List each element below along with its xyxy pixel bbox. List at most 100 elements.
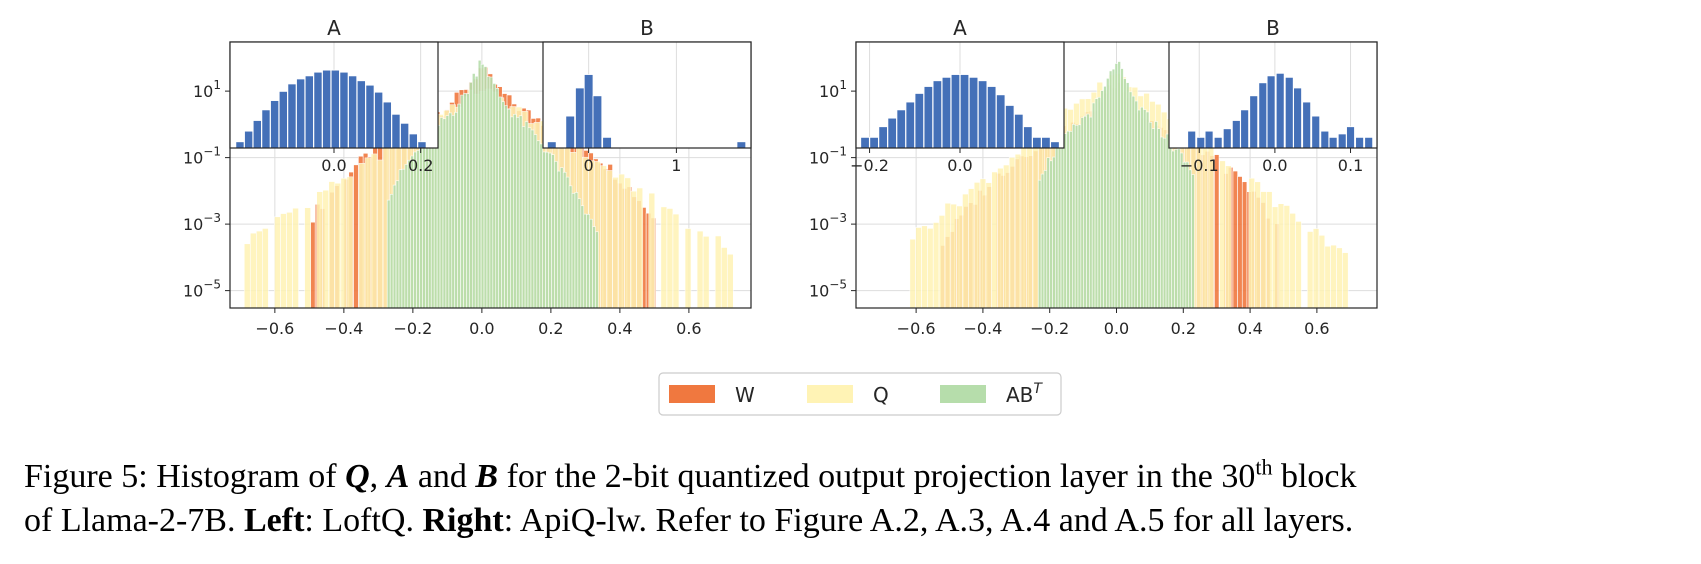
hist-bar — [577, 198, 582, 308]
series-abt — [386, 59, 599, 308]
hist-bar — [292, 207, 299, 308]
x-tick-label: 0.4 — [1237, 319, 1262, 338]
hist-bar — [592, 226, 596, 308]
caption-left-text: : LoftQ. — [304, 502, 423, 539]
inset-bar — [1187, 130, 1197, 149]
inset-x-tick-label: 1 — [671, 156, 681, 175]
hist-bar — [539, 143, 543, 308]
hist-bar — [574, 192, 579, 308]
inset-bar — [869, 136, 879, 149]
hist-bar — [463, 93, 467, 308]
figure-histograms: −0.6 −0.4 −0.2 0.0 0.2 0.4 0.610−510−310−11010… — [183, 16, 1378, 416]
hist-bar — [568, 185, 573, 308]
histogram-bars — [243, 59, 734, 308]
hist-bar — [1295, 221, 1302, 308]
legend-label-abt-sup: T — [1033, 381, 1043, 397]
inset-bar — [1355, 136, 1364, 149]
hist-bar — [442, 118, 447, 308]
hist-bar — [1046, 157, 1050, 308]
inset-bar — [977, 80, 988, 149]
hist-bar — [1083, 115, 1087, 308]
hist-bar — [1089, 116, 1093, 308]
inset-bar — [1014, 113, 1024, 149]
hist-bar — [510, 116, 514, 308]
caption-mid: for the 2-bit quantized output projectio… — [498, 458, 1256, 495]
inset-bar — [986, 86, 997, 149]
x-tick-label: 0.4 — [607, 319, 632, 338]
x-tick-label: −0.2 — [393, 319, 432, 338]
hist-bar — [249, 232, 257, 308]
inset-bar — [887, 117, 897, 149]
hist-bar — [1157, 128, 1161, 308]
inset-bar — [391, 113, 401, 149]
hist-bar — [648, 192, 656, 308]
hist-bar — [714, 235, 722, 308]
inset-bar — [575, 87, 585, 149]
hist-bar — [1043, 170, 1048, 308]
hist-bar — [696, 230, 704, 308]
hist-bar — [702, 236, 710, 308]
hist-bar — [921, 225, 928, 308]
caption-a: A — [386, 458, 410, 495]
inset-x-tick-label: 0 — [584, 156, 594, 175]
hist-bar — [606, 170, 613, 308]
hist-bar — [1171, 150, 1175, 308]
hist-bar — [1162, 137, 1167, 308]
hist-bar — [1237, 176, 1243, 308]
x-tick-label: 0.2 — [1171, 319, 1196, 338]
legend-label-abt: ABT — [1006, 381, 1043, 407]
inset-bar — [1320, 130, 1330, 149]
axes-frame — [229, 41, 752, 309]
inset-bar — [914, 93, 924, 149]
hist-bar — [1117, 61, 1121, 308]
inset-x-tick-label: 0.0 — [1262, 156, 1287, 175]
hist-bar — [498, 96, 502, 308]
hist-bar — [1131, 95, 1136, 308]
inset-title: B — [1266, 16, 1280, 40]
inset-bar — [1050, 141, 1060, 149]
hist-bar — [436, 124, 441, 308]
inset-bar — [261, 109, 271, 149]
hist-bar — [589, 218, 593, 308]
hist-bar — [1214, 154, 1220, 308]
hist-bar — [1077, 124, 1082, 308]
inset-bar — [322, 69, 332, 149]
hist-bar — [466, 93, 470, 308]
hist-bar — [1137, 109, 1141, 308]
inset-bar — [1302, 101, 1312, 149]
hist-bar — [1330, 244, 1337, 308]
hist-bar — [489, 76, 494, 308]
hist-bar — [480, 63, 485, 308]
hist-bar — [1342, 252, 1349, 308]
hist-bar — [545, 151, 549, 308]
y-tick-label: 10−3 — [183, 211, 221, 234]
hist-bar — [1054, 146, 1059, 308]
hist-bar — [1100, 90, 1104, 308]
x-tick-label: 0.0 — [1104, 319, 1129, 338]
hist-bar — [495, 87, 499, 308]
hist-bar — [979, 178, 987, 308]
hist-bar — [1188, 169, 1192, 308]
hist-bar — [554, 161, 558, 308]
hist-bar — [636, 187, 644, 308]
inset-bar — [583, 74, 594, 149]
hist-bar — [256, 230, 263, 308]
caption-right-text: : ApiQ-lw. Refer to Figure A.2, A.3, A.4… — [503, 502, 1354, 539]
hist-bar — [1069, 131, 1073, 308]
hist-bar — [530, 129, 535, 308]
figure-caption: Figure 5: Histogram of Q, A and B for th… — [24, 455, 1684, 543]
hist-bar — [1168, 138, 1172, 308]
hist-bar — [1191, 174, 1195, 308]
inset-frame — [1168, 41, 1378, 149]
hist-bar — [1160, 136, 1164, 308]
hist-bar — [460, 94, 464, 308]
hist-bar — [985, 182, 992, 308]
hist-bar — [1306, 231, 1314, 308]
hist-bar — [559, 167, 564, 308]
y-tick-label: 101 — [819, 78, 847, 101]
hist-bar — [557, 170, 561, 308]
inset-bar — [339, 71, 349, 149]
hist-bar — [580, 205, 585, 308]
hist-bar — [404, 164, 409, 308]
x-tick-label: −0.2 — [1030, 319, 1069, 338]
